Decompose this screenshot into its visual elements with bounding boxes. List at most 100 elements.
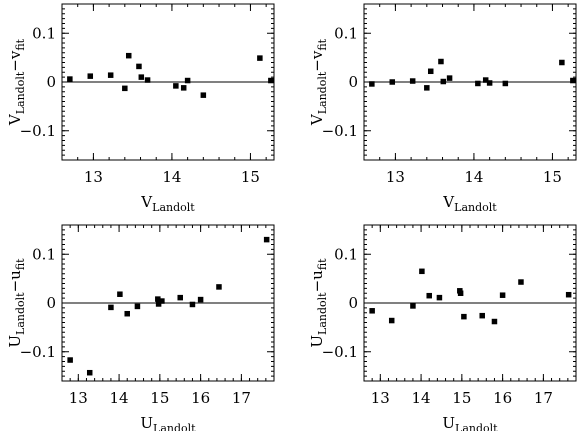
data-point <box>491 318 498 325</box>
y-axis-label: VLandolt−vfit <box>6 38 27 126</box>
data-point <box>369 81 375 87</box>
data-point <box>197 296 204 303</box>
data-point <box>189 301 196 308</box>
data-point <box>499 292 506 298</box>
y-axis-label-main: U <box>6 335 24 348</box>
data-point <box>486 80 493 86</box>
x-axis-label-sub: Landolt <box>153 422 196 431</box>
data-point <box>134 303 141 310</box>
data-point <box>180 85 187 91</box>
y-axis-label: VLandolt−vfit <box>308 38 329 126</box>
x-axis-label-sub: Landolt <box>455 422 498 431</box>
x-tick-label: 14 <box>110 389 129 407</box>
y-tick-label: −0.1 <box>20 122 56 140</box>
data-point <box>263 236 270 243</box>
data-point <box>438 58 444 65</box>
data-point <box>173 83 179 89</box>
y-axis-label-mid: −v <box>308 50 326 72</box>
data-point <box>108 304 114 311</box>
data-point <box>138 74 145 80</box>
y-axis-label: ULandolt−ufit <box>308 258 329 348</box>
data-point <box>461 313 467 320</box>
x-tick-label: 15 <box>241 168 260 186</box>
y-axis-label-sub2: fit <box>316 38 329 50</box>
x-tick-label: 13 <box>386 168 405 186</box>
x-axis-label-main: V <box>442 193 455 211</box>
y-tick-label: 0 <box>46 294 56 312</box>
data-point <box>216 284 222 290</box>
data-point <box>409 78 416 84</box>
x-tick-label: 17 <box>534 389 553 407</box>
x-tick-label: 13 <box>371 389 390 407</box>
data-point <box>144 77 151 83</box>
x-tick-label: 13 <box>84 168 103 186</box>
data-point <box>446 75 453 81</box>
data-point <box>518 279 524 285</box>
data-point <box>388 317 395 324</box>
data-point <box>200 92 207 98</box>
y-tick-label: −0.1 <box>322 343 358 361</box>
y-axis-label-sub2: fit <box>14 38 27 50</box>
y-axis-label-mid: −u <box>6 270 24 293</box>
y-axis-label-mid: −v <box>6 50 24 72</box>
data-point <box>424 85 430 91</box>
data-point <box>122 85 128 92</box>
x-tick-label: 15 <box>543 168 562 186</box>
x-axis-label-sub: Landolt <box>454 201 497 214</box>
x-axis-label: VLandolt <box>442 193 497 214</box>
data-point <box>565 291 572 298</box>
x-tick-label: 13 <box>69 389 88 407</box>
data-point <box>559 59 565 66</box>
y-axis-label-sub1: Landolt <box>14 292 27 335</box>
y-axis-label: ULandolt−ufit <box>6 258 27 348</box>
y-axis-label-main: V <box>6 113 24 126</box>
x-tick-label: 16 <box>191 389 210 407</box>
data-point <box>257 55 263 61</box>
data-point <box>67 76 73 82</box>
y-tick-label: 0.1 <box>334 245 358 263</box>
data-point <box>479 312 485 319</box>
x-axis-label-sub: Landolt <box>152 201 195 214</box>
x-tick-label: 14 <box>412 389 431 407</box>
x-axis-label-main: U <box>140 414 153 431</box>
data-point <box>67 357 73 363</box>
data-point <box>117 291 123 297</box>
y-tick-label: 0 <box>348 294 358 312</box>
data-point <box>86 369 93 376</box>
y-tick-label: 0 <box>46 73 56 91</box>
data-point <box>155 301 162 307</box>
data-point <box>155 296 161 302</box>
y-axis-label-sub1: Landolt <box>316 292 329 335</box>
y-axis-label-sub1: Landolt <box>14 71 27 114</box>
x-axis-label-main: V <box>140 193 153 211</box>
x-axis-label: ULandolt <box>442 414 498 431</box>
data-point <box>410 303 416 309</box>
x-axis-label-main: U <box>442 414 455 431</box>
data-point <box>369 308 375 314</box>
y-axis-label-sub2: fit <box>316 258 329 270</box>
y-axis-label-mid: −u <box>308 270 326 293</box>
data-point <box>87 73 94 79</box>
x-axis-label: ULandolt <box>140 414 196 431</box>
y-tick-label: −0.1 <box>20 343 56 361</box>
data-point <box>570 77 576 84</box>
data-point <box>184 77 191 84</box>
y-tick-label: −0.1 <box>322 122 358 140</box>
y-tick-label: 0.1 <box>32 245 56 263</box>
data-point <box>457 290 464 296</box>
data-point <box>475 80 481 87</box>
data-point <box>426 292 432 299</box>
y-tick-label: 0 <box>348 73 358 91</box>
data-point <box>136 63 142 70</box>
data-point <box>124 310 130 317</box>
y-tick-label: 0.1 <box>32 24 56 42</box>
x-tick-label: 14 <box>464 168 483 186</box>
x-tick-label: 14 <box>162 168 181 186</box>
data-point <box>502 80 509 87</box>
data-point <box>440 78 447 85</box>
